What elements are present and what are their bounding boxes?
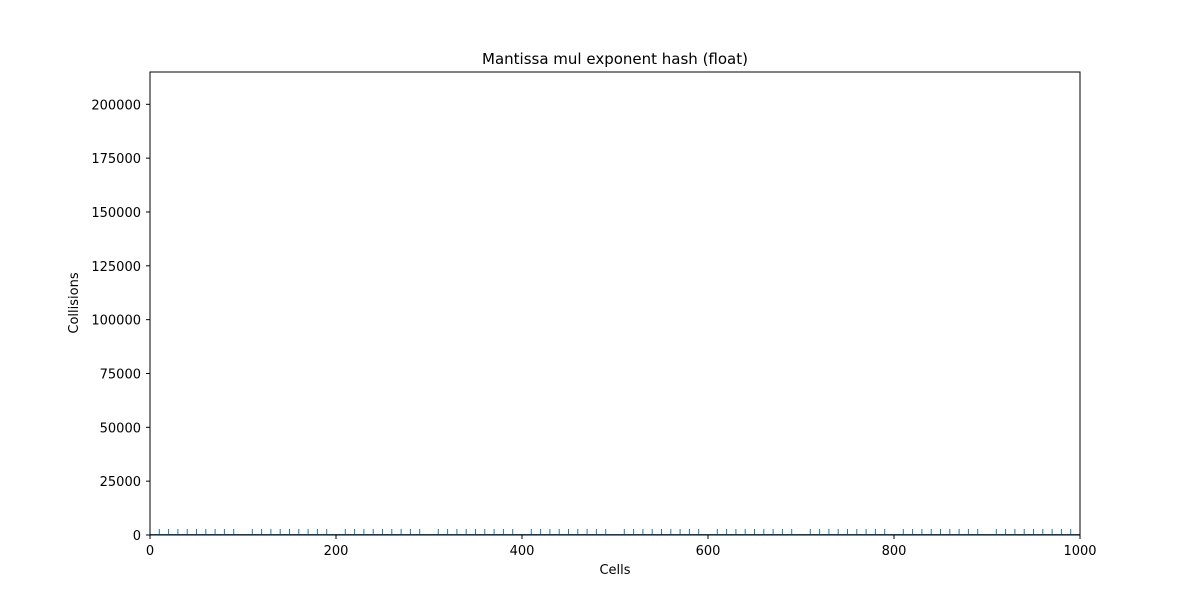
chart-title: Mantissa mul exponent hash (float) (482, 50, 748, 68)
y-tick-label: 75000 (100, 367, 141, 382)
y-tick-label: 25000 (100, 475, 141, 490)
x-tick-label: 0 (146, 544, 154, 559)
y-tick-label: 0 (133, 529, 141, 544)
x-tick-label: 200 (324, 544, 349, 559)
y-tick-label: 200000 (91, 98, 141, 113)
y-tick-label: 50000 (100, 421, 141, 436)
y-tick-label: 175000 (91, 152, 141, 167)
x-axis: 0 200 400 600 800 1000 (146, 535, 1097, 559)
x-axis-label: Cells (599, 563, 630, 578)
x-tick-label: 600 (696, 544, 721, 559)
y-tick-label: 100000 (91, 314, 141, 329)
x-tick-label: 1000 (1063, 544, 1096, 559)
y-axis-label: Collisions (67, 272, 82, 333)
y-tick-label: 125000 (91, 260, 141, 275)
plot-frame (149, 71, 1081, 536)
y-tick-label: 150000 (91, 206, 141, 221)
x-tick-label: 400 (510, 544, 535, 559)
x-tick-label: 800 (882, 544, 907, 559)
y-axis: 0 25000 50000 75000 100000 125000 150000 175000… (91, 98, 150, 544)
bar-series (150, 528, 1080, 535)
